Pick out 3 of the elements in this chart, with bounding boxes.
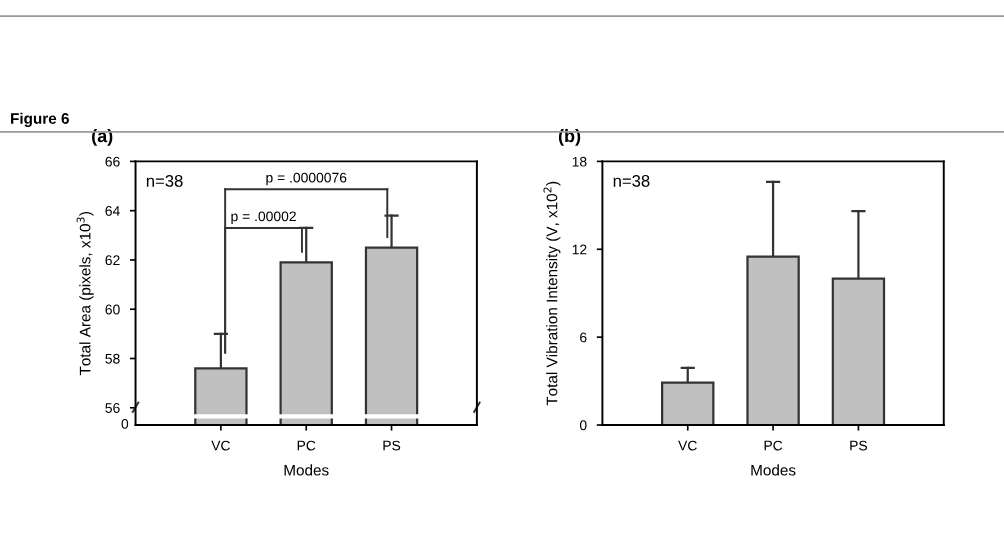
chart-title: (a) [92, 129, 113, 146]
annotation: n=38 [613, 175, 650, 187]
annotation: n=38 [146, 175, 183, 187]
